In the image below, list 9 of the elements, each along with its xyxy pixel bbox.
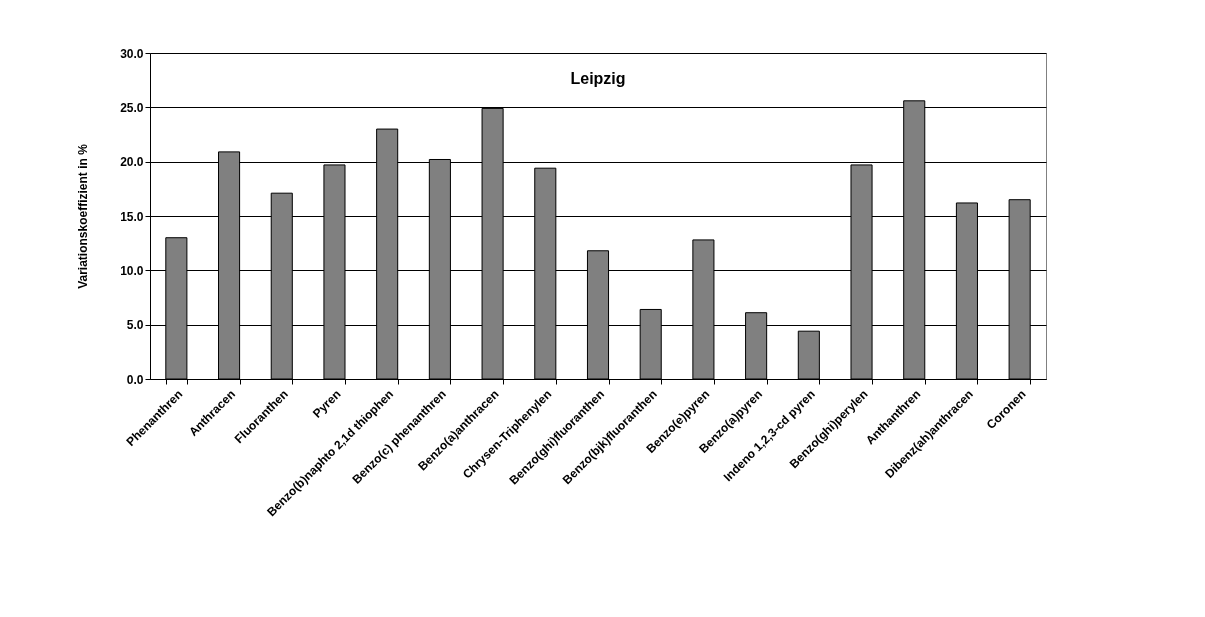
y-tick-label: 30.0 xyxy=(120,46,144,61)
y-axis-title: Variationskoeffizient in % xyxy=(76,143,91,289)
y-tick-label: 5.0 xyxy=(126,318,144,333)
y-tick-label: 15.0 xyxy=(120,209,144,224)
text: Leipzig xyxy=(570,70,626,87)
y-tick-label: 25.0 xyxy=(120,100,144,115)
y-tick-label: 20.0 xyxy=(120,155,144,170)
y-tick-label: 0.0 xyxy=(126,372,144,387)
y-tick-label: 10.0 xyxy=(120,263,144,278)
